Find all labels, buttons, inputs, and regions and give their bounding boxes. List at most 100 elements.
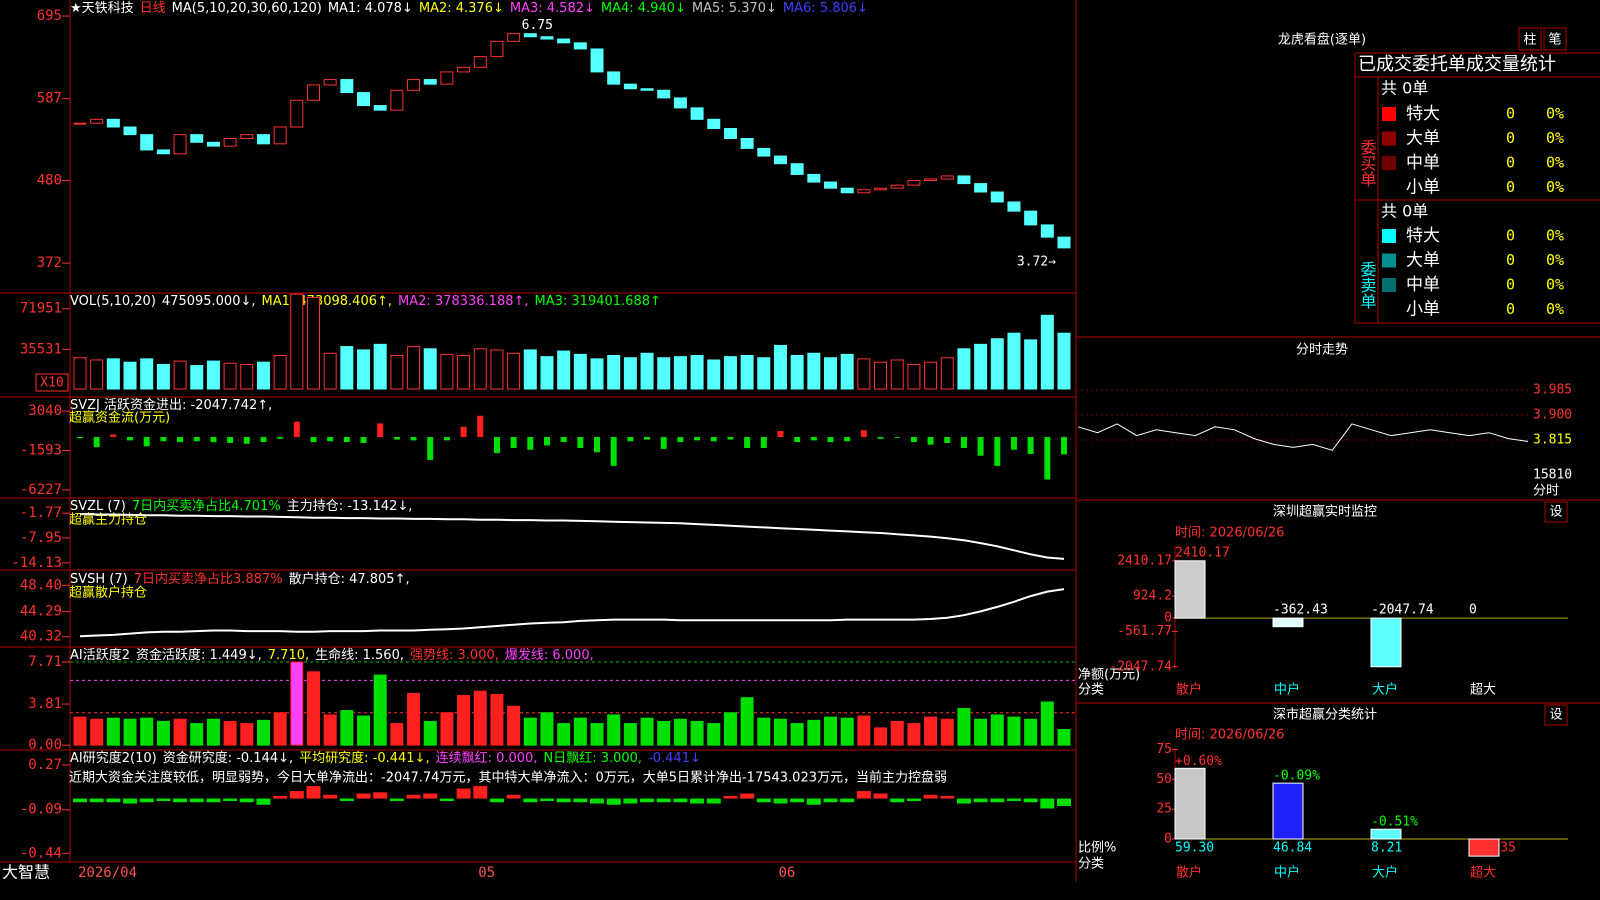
category-label: 超大 (1470, 683, 1496, 698)
research-bar (489, 798, 504, 803)
row-count: 0 (1506, 178, 1515, 196)
activity-bar (573, 717, 587, 746)
tick-button[interactable]: 笔 (1548, 32, 1561, 48)
flow-bar (93, 436, 100, 448)
pane-header: AI活跃度2 资金活跃度: 1.449↓, 7.710, 生命线: 1.560, 强势线… (70, 647, 594, 663)
research-bar (423, 793, 438, 799)
header-segment: VOL(5,10,20) (70, 294, 156, 309)
candle (1024, 210, 1038, 226)
row-pct: 0% (1546, 251, 1564, 269)
flow-bar (510, 436, 517, 449)
y-tick-label: 3.81 (28, 696, 62, 712)
research-bar (956, 798, 971, 804)
activity-bar (523, 717, 537, 746)
flow-bar (744, 436, 751, 449)
value-label: 8.21 (1371, 841, 1402, 856)
candle (974, 183, 988, 193)
flow-bar (277, 436, 284, 439)
button-frame[interactable] (1518, 27, 1542, 51)
button-frame[interactable] (1544, 704, 1568, 726)
category-bar (1174, 767, 1206, 840)
activity-bar (190, 723, 204, 746)
y-tick-label: 695 (37, 8, 62, 24)
activity-bar (707, 723, 721, 746)
intraday-title: 分时走势 (1296, 342, 1348, 358)
activity-bar (507, 705, 521, 746)
candle (273, 126, 287, 145)
volume-bar (390, 355, 404, 390)
buy-total: 共 0单 (1381, 79, 1428, 98)
category-bar (1468, 838, 1500, 857)
research-bar (106, 798, 121, 803)
research-bar (923, 794, 938, 799)
flow-bar (210, 436, 217, 443)
button-frame[interactable] (1544, 501, 1568, 523)
activity-bar (924, 716, 938, 746)
flow-bar (293, 421, 300, 437)
research-bar (640, 798, 655, 803)
swatch (1382, 229, 1396, 243)
flow-bar (477, 415, 484, 437)
bar-button[interactable]: 柱 (1523, 33, 1536, 48)
button-frame[interactable] (1543, 27, 1567, 51)
header-segment: SVZJ 活跃资金进出: -2047.742↑, (70, 397, 272, 413)
activity-bar (373, 674, 387, 746)
research-bar (773, 798, 788, 804)
flow-bar (894, 436, 901, 438)
change-label: -0.51% (1371, 815, 1418, 830)
header-segment: N日飘红: 3.000, (543, 750, 642, 766)
value-label: 46.84 (1273, 841, 1312, 856)
activity-bar (890, 720, 904, 746)
header-segment: MA2: 4.376↓ (419, 1, 504, 16)
research-bar (890, 798, 905, 803)
volume-bar (223, 362, 237, 390)
swatch (1382, 156, 1396, 170)
header-segment: MA6: 5.806↓ (783, 1, 868, 16)
research-bar (289, 791, 304, 799)
y-tick-label: 480 (37, 173, 62, 189)
research-bar (856, 791, 871, 799)
activity-bar (323, 714, 337, 746)
flow-bar (794, 436, 801, 443)
header-segment: 475095.000↓, (162, 294, 256, 309)
flow-bar (110, 434, 117, 437)
candle (407, 79, 421, 91)
unit-label: X10 (40, 376, 63, 391)
volume-bar (990, 338, 1004, 390)
volume-label: 15810 (1533, 468, 1572, 483)
research-bar (223, 798, 238, 802)
category-bar (1370, 828, 1402, 840)
activity-bar (290, 661, 304, 746)
y-tick-label: -7.95 (20, 530, 62, 546)
y-tick-label: 0 (1164, 832, 1172, 847)
activity-bar (840, 717, 854, 746)
settings-button[interactable]: 设 (1549, 505, 1562, 520)
intraday-line (1077, 423, 1529, 451)
category-label: 超大 (1470, 866, 1496, 881)
candle (323, 79, 337, 86)
header-segment: 主力持仓: -13.142↓, (287, 499, 413, 514)
volume-bar (206, 360, 220, 390)
y-tick-label: 25 (1156, 802, 1172, 817)
brand: 大智慧 (2, 863, 50, 882)
activity-bar (640, 717, 654, 746)
activity-bar (657, 720, 671, 746)
y-tick-label: 587 (37, 91, 62, 107)
flow-bar (527, 436, 534, 450)
candle (924, 178, 938, 182)
activity-bar (773, 718, 787, 746)
volume-bar (957, 348, 971, 390)
settings-button[interactable]: 设 (1549, 708, 1562, 723)
research-bar (323, 794, 338, 799)
y-tick-label: 40.32 (20, 629, 62, 645)
activity-bar (1007, 716, 1021, 746)
candle (1040, 224, 1054, 238)
volume-bar (773, 344, 787, 390)
header-segment: ★天铁科技 (70, 1, 134, 16)
candle (490, 40, 504, 58)
header-segment: MA3: 319401.688↑ (535, 294, 661, 309)
volume-bar (974, 343, 988, 390)
monitor-time: 时间: 2026/06/26 (1175, 526, 1284, 541)
panel-title: 龙虎看盘(逐单) (1278, 32, 1366, 48)
research-bar (256, 798, 271, 805)
